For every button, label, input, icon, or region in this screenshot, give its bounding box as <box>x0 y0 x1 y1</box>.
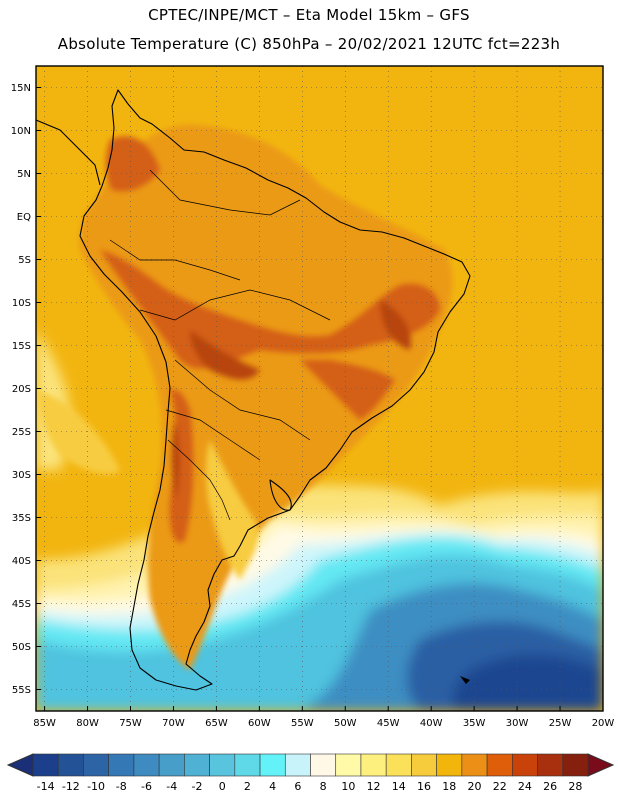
lon-label: 75W <box>119 718 142 729</box>
lat-label: 30S <box>12 470 31 481</box>
coastline <box>36 89 471 691</box>
colorbar-label: 18 <box>442 780 456 793</box>
lon-label: 30W <box>506 718 529 729</box>
colorbar-swatch <box>209 753 236 777</box>
longitude-labels: 85W 80W 75W 70W 65W 60W 55W 50W 45W 40W 35W 30W 25W 2… <box>33 706 614 729</box>
lat-label: 50S <box>12 642 31 653</box>
lon-label: 35W <box>463 718 486 729</box>
lat-label: 15S <box>12 341 31 352</box>
colorbar-swatch <box>411 753 437 777</box>
lon-label: 70W <box>162 718 185 729</box>
lon-label: 40W <box>420 718 443 729</box>
lon-label: 85W <box>33 718 56 729</box>
colorbar-label: 6 <box>294 780 301 793</box>
lat-label: 20S <box>12 384 31 395</box>
colorbar-label: 20 <box>467 780 481 793</box>
lat-label: 5N <box>17 169 31 180</box>
colorbar-swatch <box>83 753 109 777</box>
colorbar-swatch <box>184 753 210 777</box>
lat-label: 55S <box>12 685 31 696</box>
country-borders <box>109 169 331 521</box>
colorbar-label: 0 <box>219 780 226 793</box>
colorbar-label: 22 <box>493 780 507 793</box>
colorbar-arrow-high <box>587 753 615 777</box>
lon-label: 60W <box>248 718 271 729</box>
colorbar-arrow-low <box>6 753 34 777</box>
colorbar-swatch <box>32 753 59 777</box>
lon-label: 50W <box>334 718 357 729</box>
lon-label: 20W <box>592 718 615 729</box>
colorbar-swatch <box>234 753 261 777</box>
colorbar-swatch <box>259 753 286 777</box>
colorbar-label: 28 <box>568 780 582 793</box>
lat-label: 10S <box>12 298 31 309</box>
colorbar-swatch <box>512 753 538 777</box>
colorbar-label: 12 <box>367 780 381 793</box>
colorbar-label: 14 <box>392 780 406 793</box>
colorbar-label: 24 <box>518 780 532 793</box>
lat-label: 45S <box>12 599 31 610</box>
colorbar-swatch <box>57 753 84 777</box>
colorbar-swatch <box>562 753 589 777</box>
colorbar-swatch <box>108 753 135 777</box>
temperature-field <box>36 66 603 711</box>
colorbar-swatch <box>310 753 337 777</box>
cool-land <box>36 390 259 580</box>
colorbar-swatch <box>158 753 185 777</box>
lat-label: 15N <box>11 83 31 94</box>
lon-label: 80W <box>76 718 99 729</box>
colorbar-swatch <box>486 753 513 777</box>
colorbar-label: 16 <box>417 780 431 793</box>
lat-label: 5S <box>18 255 31 266</box>
colorbar-swatch <box>537 753 564 777</box>
colorbar-label: -8 <box>116 780 127 793</box>
colorbar-label: -4 <box>166 780 177 793</box>
colorbar-label: 2 <box>244 780 251 793</box>
lat-label: 10N <box>11 126 31 137</box>
lon-label: 55W <box>291 718 314 729</box>
map-title-line2: Absolute Temperature (C) 850hPa – 20/02/… <box>57 35 561 53</box>
hot-cores <box>100 136 440 543</box>
latitude-labels: 15N 10N 5N EQ 5S 10S 15S 20S 25S 30S 35S 40S 45S 50S 5… <box>11 83 41 696</box>
colorbar-label: -2 <box>191 780 202 793</box>
colorbar-swatch <box>461 753 488 777</box>
islands <box>460 676 470 684</box>
lat-label: 40S <box>12 556 31 567</box>
colorbar-label: 4 <box>269 780 276 793</box>
lon-label: 65W <box>205 718 228 729</box>
lat-label: 25S <box>12 427 31 438</box>
lat-label: 35S <box>12 513 31 524</box>
colorbar-swatch <box>335 753 362 777</box>
colorbar: -14 -12 -10 -8 -6 -4 -2 0 2 4 6 8 10 12 14 16 18 20 22 24 26… <box>6 753 615 793</box>
colorbar-swatch <box>133 753 160 777</box>
colorbar-label: -12 <box>62 780 80 793</box>
lon-label: 45W <box>377 718 400 729</box>
lon-label: 25W <box>549 718 572 729</box>
colorbar-label: 8 <box>320 780 327 793</box>
colorbar-swatch <box>284 753 311 777</box>
temperature-map: 15N 10N 5N EQ 5S 10S 15S 20S 25S 30S 35S 40S 45S 50S 5… <box>11 65 614 729</box>
map-title-line1: CPTEC/INPE/MCT – Eta Model 15km – GFS <box>148 6 470 24</box>
colorbar-swatch <box>385 753 412 777</box>
colorbar-swatch <box>360 753 387 777</box>
lat-label: EQ <box>17 212 31 223</box>
colorbar-label: 10 <box>341 780 355 793</box>
colorbar-label: -14 <box>37 780 55 793</box>
colorbar-label: 26 <box>543 780 557 793</box>
colorbar-label: -6 <box>141 780 152 793</box>
colorbar-label: -10 <box>87 780 105 793</box>
colorbar-swatch <box>436 753 463 777</box>
